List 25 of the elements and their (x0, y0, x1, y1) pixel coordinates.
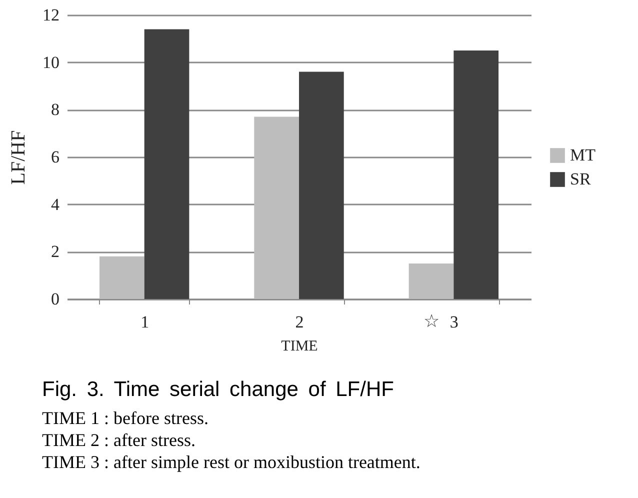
y-tick-label: 10 (42, 52, 60, 72)
bar (299, 72, 344, 299)
y-tick-label: 0 (51, 290, 60, 308)
y-tick-label: 6 (51, 148, 60, 166)
y-tick-label: 12 (42, 6, 60, 24)
text: TIME 3 : after simple rest or moxibustion treatment. (42, 451, 422, 473)
y-tick-label: 2 (51, 242, 60, 262)
bar (254, 116, 299, 299)
x-tick-label: 3 (450, 312, 458, 332)
y-tick-label: 4 (51, 194, 60, 214)
x-tick-label: 1 (140, 312, 150, 332)
bar (144, 29, 190, 299)
legend-label: MT (570, 146, 596, 164)
text: Fig. 3. Time serial change of LF/HF (42, 377, 395, 403)
y-tick-label: 8 (51, 100, 60, 120)
x-axis-title: TIME (281, 338, 318, 354)
bar (408, 264, 454, 299)
text: TIME 1 : before stress. (42, 407, 210, 429)
y-axis-title: LF/HF (8, 130, 30, 185)
text: ☆ (424, 311, 440, 331)
x-tick-label: 2 (295, 312, 304, 332)
bar (454, 50, 499, 299)
bar (99, 256, 144, 299)
text: TIME 2 : after stress. (42, 429, 196, 451)
legend-label: SR (570, 170, 592, 188)
